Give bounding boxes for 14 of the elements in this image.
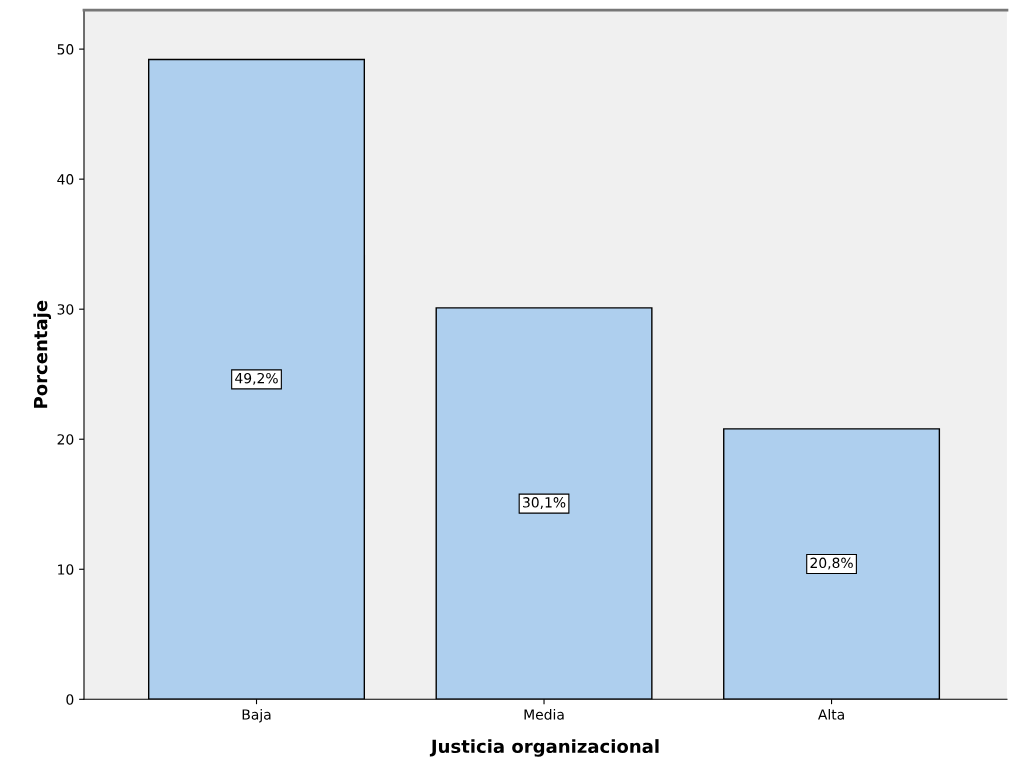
data-label: 20,8% — [810, 557, 853, 570]
data-label: 49,2% — [235, 372, 278, 385]
y-tick-label: 30 — [57, 304, 74, 315]
x-tick-label: Media — [524, 709, 564, 720]
x-tick-label: Alta — [818, 709, 844, 720]
y-axis-title: Porcentaje — [33, 300, 52, 408]
y-tick-label: 20 — [57, 434, 74, 445]
y-tick-label: 40 — [57, 174, 74, 185]
x-axis-title: Justicia organizacional — [429, 739, 659, 757]
y-tick-label: 50 — [57, 44, 74, 55]
y-tick-label: 0 — [66, 694, 74, 705]
data-label: 30,1% — [523, 497, 566, 510]
x-tick-label: Baja — [242, 709, 271, 723]
y-tick-label: 10 — [58, 564, 74, 575]
